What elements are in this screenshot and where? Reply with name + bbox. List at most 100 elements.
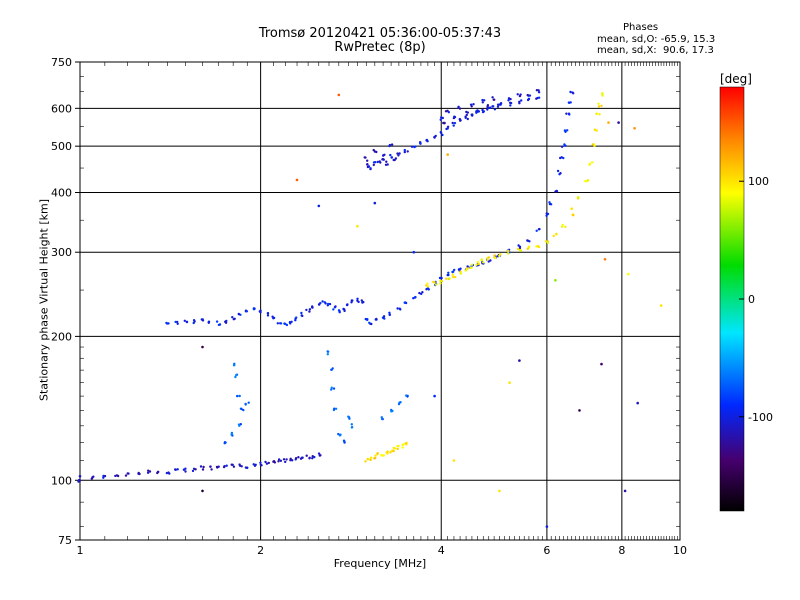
echo-point	[421, 291, 424, 294]
echo-point	[285, 458, 288, 461]
echo-point	[414, 295, 417, 299]
echo-point	[459, 272, 463, 275]
echo-point	[235, 373, 238, 377]
echo-point	[545, 212, 548, 215]
x-tick-label: 8	[618, 544, 625, 557]
echo-point	[465, 113, 468, 117]
echo-point	[348, 417, 351, 420]
echo-point	[564, 130, 567, 133]
echo-point	[176, 322, 179, 325]
echo-point	[448, 277, 451, 280]
echo-point	[549, 203, 553, 206]
echo-point	[284, 460, 287, 464]
echo-point	[342, 439, 346, 442]
echo-point	[595, 112, 599, 116]
echo-point	[439, 282, 442, 285]
echo-point	[297, 456, 300, 459]
echo-point	[494, 256, 497, 260]
echo-point	[301, 456, 304, 459]
echo-point	[451, 275, 455, 279]
echo-point	[538, 227, 541, 231]
echo-point	[276, 322, 279, 325]
echo-point	[376, 160, 379, 164]
echo-point	[127, 472, 130, 475]
echo-point	[321, 300, 324, 303]
echo-point	[603, 258, 607, 261]
echo-point	[233, 363, 236, 367]
echo-point	[578, 409, 581, 412]
echo-point	[215, 320, 219, 323]
echo-point	[337, 309, 341, 312]
echo-point	[277, 458, 281, 461]
echo-point	[491, 96, 494, 99]
x-tick-label: 4	[438, 544, 445, 557]
echo-point	[388, 313, 391, 317]
echo-point	[440, 279, 444, 283]
echo-point	[516, 247, 520, 251]
echo-point	[381, 316, 385, 319]
echo-point	[333, 407, 336, 410]
echo-point	[389, 451, 392, 454]
echo-point	[588, 163, 591, 166]
echo-point	[240, 407, 243, 411]
echo-point	[469, 266, 472, 270]
echo-point	[439, 118, 442, 122]
echo-point	[526, 239, 530, 242]
echo-point	[420, 292, 423, 296]
echo-point	[326, 353, 329, 356]
echo-point	[244, 402, 247, 406]
echo-point	[184, 470, 187, 473]
echo-point	[218, 323, 222, 326]
echo-point	[310, 306, 314, 309]
echo-point	[476, 260, 480, 264]
echo-point	[374, 454, 377, 457]
echo-point	[239, 423, 242, 426]
echo-point	[366, 457, 369, 461]
echo-point	[537, 91, 541, 94]
echo-point	[332, 387, 336, 390]
echo-point	[330, 386, 333, 389]
echo-point	[389, 153, 392, 157]
echo-point	[537, 96, 541, 99]
echo-point	[201, 468, 205, 471]
echo-point	[489, 106, 492, 109]
echo-point	[566, 129, 569, 132]
echo-point	[518, 100, 521, 104]
echo-point	[368, 321, 371, 324]
echo-point	[282, 458, 286, 461]
echo-point	[633, 127, 636, 130]
echo-point	[209, 465, 212, 468]
echo-point	[552, 234, 555, 238]
echo-point	[396, 307, 399, 310]
echo-point	[259, 461, 262, 464]
echo-point	[475, 110, 478, 113]
echo-point	[498, 489, 501, 493]
echo-point	[390, 143, 394, 146]
echo-point	[519, 249, 523, 252]
echo-point	[520, 99, 523, 102]
echo-point	[390, 408, 393, 412]
echo-point	[535, 97, 538, 100]
echo-point	[252, 307, 256, 310]
colorbar-tick-label: 100	[748, 175, 769, 188]
echo-point	[451, 270, 454, 274]
echo-point	[413, 145, 416, 149]
echo-point	[564, 144, 567, 147]
echo-point	[376, 452, 379, 455]
echo-point	[361, 301, 364, 304]
echo-point	[272, 317, 275, 320]
echo-point	[397, 154, 400, 157]
echo-point	[225, 464, 228, 467]
y-tick-label: 500	[51, 140, 72, 153]
echo-point	[545, 525, 549, 528]
echo-point	[451, 273, 454, 276]
echo-point	[459, 119, 462, 122]
echo-point	[277, 460, 280, 463]
echo-point	[167, 471, 170, 474]
echo-point	[259, 309, 262, 312]
echo-point	[452, 124, 455, 127]
echo-point	[454, 275, 457, 279]
echo-point	[279, 322, 283, 325]
echo-point	[572, 214, 575, 217]
echo-point	[487, 260, 490, 263]
